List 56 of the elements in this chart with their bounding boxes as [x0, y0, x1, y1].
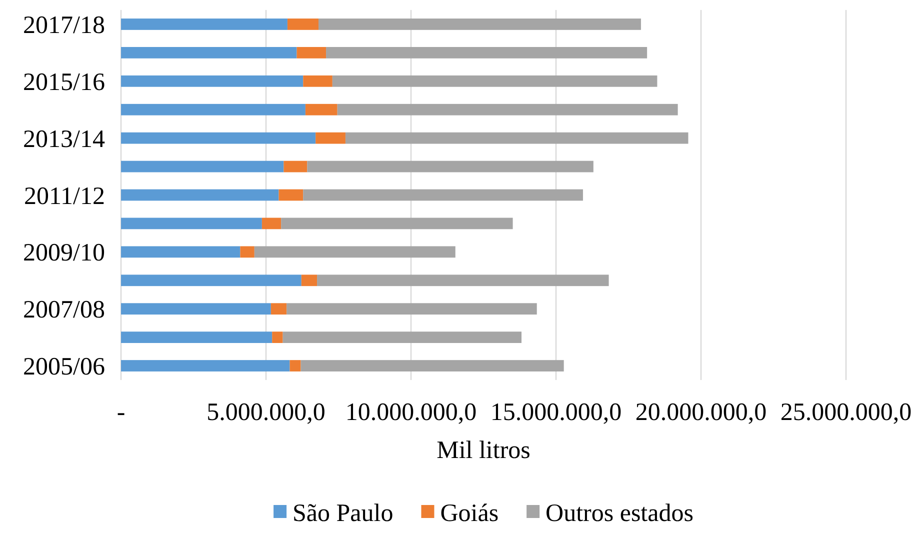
bar: [121, 246, 240, 258]
bar: [281, 218, 513, 230]
bar: [272, 332, 283, 343]
bar: [326, 47, 648, 58]
bar: [345, 132, 688, 144]
bar: [305, 104, 338, 116]
bar: [121, 274, 302, 286]
bar: [287, 18, 318, 30]
bar: [254, 246, 456, 258]
bar: [121, 189, 279, 201]
bar: [303, 189, 583, 201]
bar: [278, 189, 304, 201]
bar: [317, 274, 609, 286]
y-tick-label: 2005/06: [23, 354, 105, 381]
bar: [282, 332, 522, 343]
x-tick-label: 5.000.000,0: [206, 399, 326, 426]
bar: [121, 303, 271, 315]
y-tick-label: 2009/10: [23, 240, 105, 267]
y-tick-label: 2011/12: [24, 182, 105, 210]
bar: [270, 303, 287, 315]
bar: [337, 104, 678, 116]
bar: [121, 104, 306, 116]
y-tick-label: 2015/16: [23, 68, 105, 96]
bar: [307, 160, 594, 172]
bar: [316, 132, 346, 144]
bar: [121, 18, 288, 30]
y-tick-label: 2017/18: [23, 12, 105, 39]
x-tick-label: 15.000.000,0: [490, 399, 622, 426]
bar: [296, 47, 326, 58]
bar: [301, 274, 318, 286]
y-tick-label: 2013/14: [23, 126, 106, 153]
legend-label: São Paulo: [292, 500, 394, 527]
bar: [300, 360, 564, 372]
legend-label: Goiás: [440, 500, 499, 527]
x-tick-label: 20.000.000,0: [635, 399, 767, 426]
bar: [121, 75, 304, 87]
bar: [121, 47, 297, 58]
x-tick-label: 25.000.000,0: [780, 399, 912, 426]
bar: [121, 332, 272, 343]
legend-label: Outros estados: [546, 500, 694, 527]
bar: [303, 75, 332, 87]
x-tick-label: 10.000.000,0: [345, 399, 477, 426]
x-tick-label: -: [116, 399, 126, 426]
bar: [121, 132, 316, 144]
bar: [290, 360, 301, 372]
y-tick-label: 2007/08: [23, 296, 105, 324]
bar: [121, 160, 284, 172]
bar: [332, 75, 658, 87]
bar: [121, 218, 262, 230]
bar: [286, 303, 537, 315]
x-axis-title: Mil litros: [436, 437, 530, 464]
bar: [284, 160, 308, 172]
bar: [121, 360, 290, 372]
bar: [240, 246, 254, 258]
bar: [262, 218, 282, 230]
bar: [318, 18, 641, 30]
